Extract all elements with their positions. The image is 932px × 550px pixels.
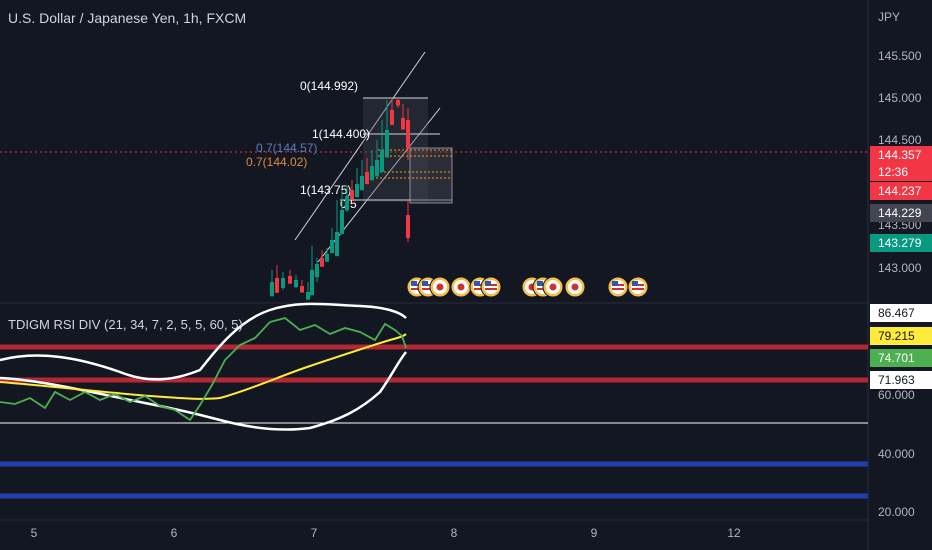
candle-body [288, 276, 292, 284]
indicator-axis-label: 20.000 [878, 505, 915, 519]
price-axis-label: 143.000 [878, 261, 922, 275]
indicator-value-tag: 86.467 [870, 304, 932, 322]
price-axis-label: 145.500 [878, 49, 922, 63]
candle-body [294, 280, 298, 288]
candle-body [396, 100, 400, 106]
candles-group[interactable] [270, 98, 410, 300]
candle-body [401, 118, 405, 130]
time-axis-label: 7 [310, 526, 318, 540]
time-axis-label: 9 [590, 526, 598, 540]
candle-body [315, 264, 319, 278]
candle-body [360, 176, 364, 191]
candle-body [281, 278, 285, 288]
indicator-axis-label: 40.000 [878, 447, 915, 461]
candle-body [406, 215, 410, 239]
us-flag-icon[interactable] [607, 276, 629, 298]
us-flag-icon[interactable] [480, 276, 502, 298]
economic-events-row[interactable] [406, 276, 649, 298]
jp-flag-icon[interactable] [542, 276, 564, 298]
rsi-upper-band [0, 302, 407, 381]
indicator-value-tag: 71.963 [870, 371, 932, 389]
candle-body [355, 184, 359, 198]
candle-body [380, 150, 384, 172]
currency-label: JPY [878, 10, 901, 24]
price-tag: 143.279 [870, 234, 932, 252]
candle-body [330, 240, 334, 254]
candle-body [350, 190, 354, 200]
candle-body [310, 270, 314, 296]
candle-body [345, 196, 349, 211]
rsi-line [0, 317, 407, 422]
price-tag: 12:36 [870, 163, 932, 181]
fib-label-lower: 1(143.75) [300, 183, 351, 197]
indicator-title[interactable]: TDIGM RSI DIV (21, 34, 7, 2, 5, 5, 60, 5… [8, 317, 243, 332]
price-axis-label: 144.500 [878, 133, 922, 147]
candle-body [306, 292, 310, 300]
jp-flag-icon[interactable] [450, 276, 472, 298]
channel-line-upper[interactable] [294, 51, 426, 241]
price-axis-label: 145.000 [878, 91, 922, 105]
candle-body [270, 282, 274, 297]
fib-label-top: 0(144.992) [300, 79, 358, 93]
fib-box-secondary[interactable] [409, 147, 453, 204]
candle-body [335, 232, 339, 257]
indicator-value-tag: 74.701 [870, 349, 932, 367]
candle-body [390, 110, 394, 125]
candle-body [365, 172, 369, 185]
time-axis-label: 5 [30, 526, 38, 540]
candle-body [385, 130, 389, 158]
symbol-title[interactable]: U.S. Dollar / Japanese Yen, 1h, FXCM [8, 10, 247, 26]
price-tag: 144.357 [870, 146, 932, 164]
rsi-signal-line [0, 333, 407, 400]
us-flag-icon[interactable] [627, 276, 649, 298]
time-axis-label: 6 [170, 526, 178, 540]
candle-body [275, 278, 279, 293]
indicator-axis-label: 60.000 [878, 388, 915, 402]
fib-label-mid: 1(144.400) [312, 127, 370, 141]
indicator-value-tag: 79.215 [870, 327, 932, 345]
candle-body [370, 166, 374, 181]
fib-label-left-a: 0.7(144.57) [256, 141, 317, 155]
time-axis-label: 8 [450, 526, 458, 540]
rsi-lower-band [0, 351, 407, 431]
price-tag: 144.229 [870, 204, 932, 222]
jp-flag-icon[interactable] [564, 276, 586, 298]
candle-body [406, 120, 410, 149]
time-axis-label: 12 [727, 526, 741, 540]
jp-flag-icon[interactable] [429, 276, 451, 298]
price-tag: 144.237 [870, 182, 932, 200]
candle-body [320, 258, 324, 267]
candle-body [325, 254, 329, 262]
fib-label-left-b: 0.7(144.02) [246, 155, 307, 169]
candle-body [375, 160, 379, 177]
candle-body [300, 286, 304, 293]
candle-body [340, 210, 344, 235]
